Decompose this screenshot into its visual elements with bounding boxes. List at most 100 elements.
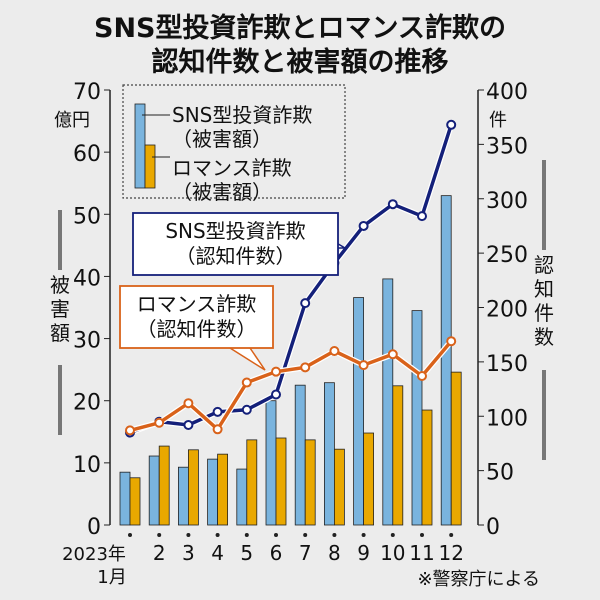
chart-title-line1: SNS型投資詐欺とロマンス詐欺の [94, 12, 506, 44]
left-axis-label-bar [58, 365, 62, 435]
right-tick-label: 350 [486, 134, 528, 159]
legend-swatch-romance [144, 144, 156, 189]
bar-sns-9 [353, 297, 365, 526]
left-tick-label: 30 [73, 329, 101, 354]
bar-sns-8 [323, 382, 335, 526]
right-tick-label: 150 [486, 352, 528, 377]
bar-romance-12 [450, 371, 462, 526]
right-tick-label: 0 [486, 515, 500, 540]
x-tick-dot [186, 533, 191, 537]
left-tick-label: 70 [73, 80, 101, 105]
point-sns-12 [446, 119, 457, 130]
bar-romance-10 [392, 385, 404, 526]
x-tick-label: 5 [240, 541, 253, 565]
x-tick-dot [303, 533, 308, 537]
legend-label-sns: SNS型投資詐欺 [172, 103, 312, 127]
point-sns-6 [271, 389, 281, 400]
point-romance-3 [183, 398, 194, 409]
point-sns-7 [300, 298, 311, 309]
x-tick-label: 11 [409, 541, 434, 565]
left-axis-label-char: 額 [50, 321, 70, 345]
x-tick-dot [274, 533, 278, 537]
x-first-label-year: 2023年 [62, 544, 126, 565]
left-axis-label-char: 害 [50, 297, 70, 321]
x-tick-label: 7 [299, 541, 312, 565]
bar-sns-1 [119, 471, 131, 526]
right-tick-label: 200 [486, 298, 528, 323]
x-tick-dot [390, 533, 395, 537]
right-axis-label-bar [542, 370, 546, 460]
x-tick-dot [332, 533, 337, 537]
point-romance-5 [241, 377, 252, 388]
point-romance-9 [358, 360, 369, 371]
bar-romance-3 [187, 449, 199, 526]
point-romance-2 [154, 417, 165, 428]
x-tick-dot [215, 533, 220, 537]
left-tick-label: 50 [73, 204, 101, 229]
left-axis-unit: 億円 [54, 110, 90, 131]
bar-romance-8 [333, 448, 345, 526]
left-axis-label-bar [58, 210, 62, 270]
right-axis-label-bar [542, 160, 546, 250]
callout-label-sns: SNS型投資詐欺 [165, 219, 305, 243]
bar-sns-3 [177, 466, 189, 526]
right-axis-label-char: 知 [534, 277, 554, 301]
legend-label-sns: （被害額） [172, 127, 272, 151]
point-sns-10 [387, 199, 398, 210]
point-romance-1 [125, 425, 135, 436]
bar-sns-4 [207, 458, 219, 526]
right-tick-label: 400 [486, 80, 528, 105]
callout-box-sns [132, 212, 339, 276]
x-tick-label: 9 [357, 541, 370, 565]
right-axis-label-char: 件 [534, 301, 554, 325]
x-tick-dot [420, 533, 424, 537]
x-tick-dot [361, 533, 366, 537]
point-romance-12 [446, 336, 457, 347]
point-romance-10 [387, 349, 398, 360]
legend-box [122, 84, 346, 199]
point-sns-4 [212, 406, 223, 417]
bar-romance-6 [275, 437, 287, 526]
x-tick-dot [157, 533, 162, 537]
point-sns-5 [241, 404, 252, 415]
bar-romance-9 [363, 432, 375, 526]
x-tick-dot [244, 533, 249, 537]
right-tick-label: 100 [486, 406, 528, 431]
x-tick-dot [449, 533, 454, 537]
point-romance-6 [271, 366, 281, 377]
x-tick-dot [128, 533, 132, 537]
x-tick-label: 4 [211, 541, 224, 565]
left-tick-label: 10 [73, 453, 101, 478]
point-sns-11 [417, 211, 427, 222]
left-tick-label: 0 [87, 515, 101, 540]
right-axis-label-char: 認 [534, 253, 554, 277]
source-note: ※警察庁による [417, 569, 540, 590]
right-tick-label: 300 [486, 189, 528, 214]
right-tick-label: 50 [486, 461, 514, 486]
bar-sns-12 [440, 195, 452, 526]
right-tick-label: 250 [486, 243, 528, 268]
bar-romance-4 [217, 453, 229, 526]
left-tick-label: 20 [73, 391, 101, 416]
x-tick-label: 8 [328, 541, 341, 565]
bar-romance-2 [158, 445, 170, 526]
bar-romance-11 [421, 409, 433, 526]
x-tick-label: 3 [182, 541, 195, 565]
bar-sns-7 [294, 384, 306, 526]
left-tick-label: 60 [73, 142, 101, 167]
x-tick-label: 2 [153, 541, 166, 565]
callout-label-romance: （認知件数） [137, 317, 257, 341]
x-first-label-month: 1月 [97, 567, 126, 588]
bar-romance-1 [129, 477, 141, 526]
point-romance-11 [417, 371, 427, 382]
bar-sns-10 [382, 278, 394, 526]
callout-label-sns: （認知件数） [176, 244, 296, 268]
line-romance [129, 340, 453, 433]
legend-label-romance: ロマンス詐欺 [172, 156, 292, 180]
legend-swatch-sns [134, 103, 146, 189]
bar-sns-5 [236, 468, 248, 526]
callout-box-romance [119, 285, 274, 349]
bar-romance-7 [304, 439, 316, 526]
